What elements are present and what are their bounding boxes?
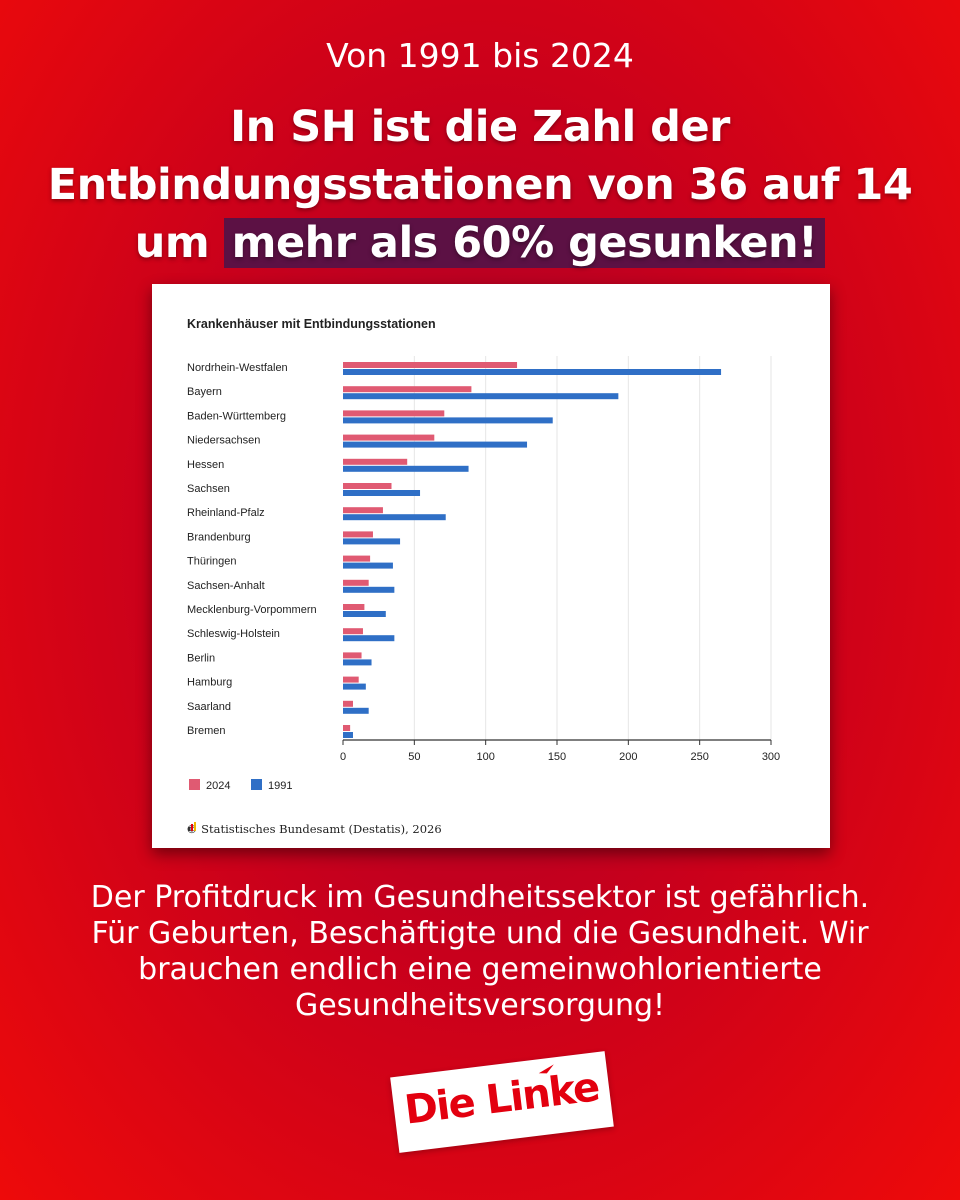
category-label: Hamburg xyxy=(187,677,232,689)
x-tick-label: 200 xyxy=(619,751,637,763)
category-label: Nordrhein-Westfalen xyxy=(187,362,288,374)
bar-1991 xyxy=(343,611,386,617)
body-text: Der Profitdruck im Gesundheitssektor ist… xyxy=(90,880,870,1023)
bar-chart: Krankenhäuser mit Entbindungsstationen No… xyxy=(187,317,780,792)
bar-1991 xyxy=(343,683,366,690)
bar-2024 xyxy=(343,652,362,659)
bar-2024 xyxy=(343,700,353,707)
bar-2024 xyxy=(343,628,363,635)
chart-card: Krankenhäuser mit Entbindungsstationen No… xyxy=(152,284,830,848)
bar-2024 xyxy=(343,725,351,731)
bar-2024 xyxy=(343,434,435,441)
legend-swatch xyxy=(189,779,200,790)
destatis-logo-icon xyxy=(188,822,196,831)
x-tick-label: 250 xyxy=(690,751,708,763)
x-tick-label: 300 xyxy=(762,751,780,763)
category-label: Mecklenburg-Vorpommern xyxy=(187,604,317,616)
category-label: Niedersachsen xyxy=(187,435,260,447)
category-label: Saarland xyxy=(187,701,231,713)
bar-1991 xyxy=(343,465,469,472)
bar-2024 xyxy=(343,531,373,538)
bar-2024 xyxy=(343,386,472,393)
logo-tick-icon xyxy=(538,1064,554,1074)
bar-1991 xyxy=(343,393,619,400)
bar-2024 xyxy=(343,507,383,514)
bar-2024 xyxy=(343,483,392,489)
headline-highlight: mehr als 60% gesunken! xyxy=(223,218,826,268)
bar-1991 xyxy=(343,490,421,496)
legend-label: 1991 xyxy=(268,780,292,792)
bar-2024 xyxy=(343,362,518,368)
category-label: Thüringen xyxy=(187,556,237,568)
category-label: Sachsen xyxy=(187,483,230,495)
bar-1991 xyxy=(343,417,553,424)
bar-2024 xyxy=(343,676,359,683)
bar-1991 xyxy=(343,369,722,375)
category-label: Hessen xyxy=(187,459,224,471)
bar-1991 xyxy=(343,514,446,521)
category-label: Baden-Württemberg xyxy=(187,410,286,422)
bar-1991 xyxy=(343,635,395,642)
bar-1991 xyxy=(343,707,369,714)
bar-1991 xyxy=(343,659,372,666)
x-tick-label: 50 xyxy=(408,751,420,763)
bar-1991 xyxy=(343,538,401,545)
bar-1991 xyxy=(343,586,395,593)
category-label: Bayern xyxy=(187,386,222,398)
x-tick-label: 0 xyxy=(340,751,346,763)
category-label: Schleswig-Holstein xyxy=(187,628,280,640)
x-tick-label: 150 xyxy=(548,751,566,763)
legend-swatch xyxy=(251,779,262,790)
bar-2024 xyxy=(343,555,371,562)
legend-label: 2024 xyxy=(206,780,230,792)
category-label: Rheinland-Pfalz xyxy=(187,507,265,519)
category-label: Berlin xyxy=(187,652,215,664)
chart-credit: © Statistisches Bundesamt (Destatis), 20… xyxy=(186,822,442,836)
credit-text: Statistisches Bundesamt (Destatis), 2026 xyxy=(201,822,442,836)
die-linke-logo: Die Linke xyxy=(390,1051,614,1153)
logo-text: Die Linke xyxy=(402,1064,602,1134)
bar-2024 xyxy=(343,410,445,417)
bar-2024 xyxy=(343,604,365,610)
chart-title: Krankenhäuser mit Entbindungsstationen xyxy=(187,317,436,331)
bar-1991 xyxy=(343,441,528,448)
category-label: Brandenburg xyxy=(187,531,251,543)
headline: In SH ist die Zahl der Entbindungsstatio… xyxy=(40,98,920,272)
bar-2024 xyxy=(343,458,408,465)
category-label: Bremen xyxy=(187,725,226,737)
bar-2024 xyxy=(343,579,369,586)
category-label: Sachsen-Anhalt xyxy=(187,580,265,592)
headline-text: In SH ist die Zahl der Entbindungsstatio… xyxy=(47,102,913,268)
x-tick-label: 100 xyxy=(476,751,494,763)
subtitle: Von 1991 bis 2024 xyxy=(326,36,634,75)
bar-1991 xyxy=(343,562,393,569)
bar-1991 xyxy=(343,732,353,738)
